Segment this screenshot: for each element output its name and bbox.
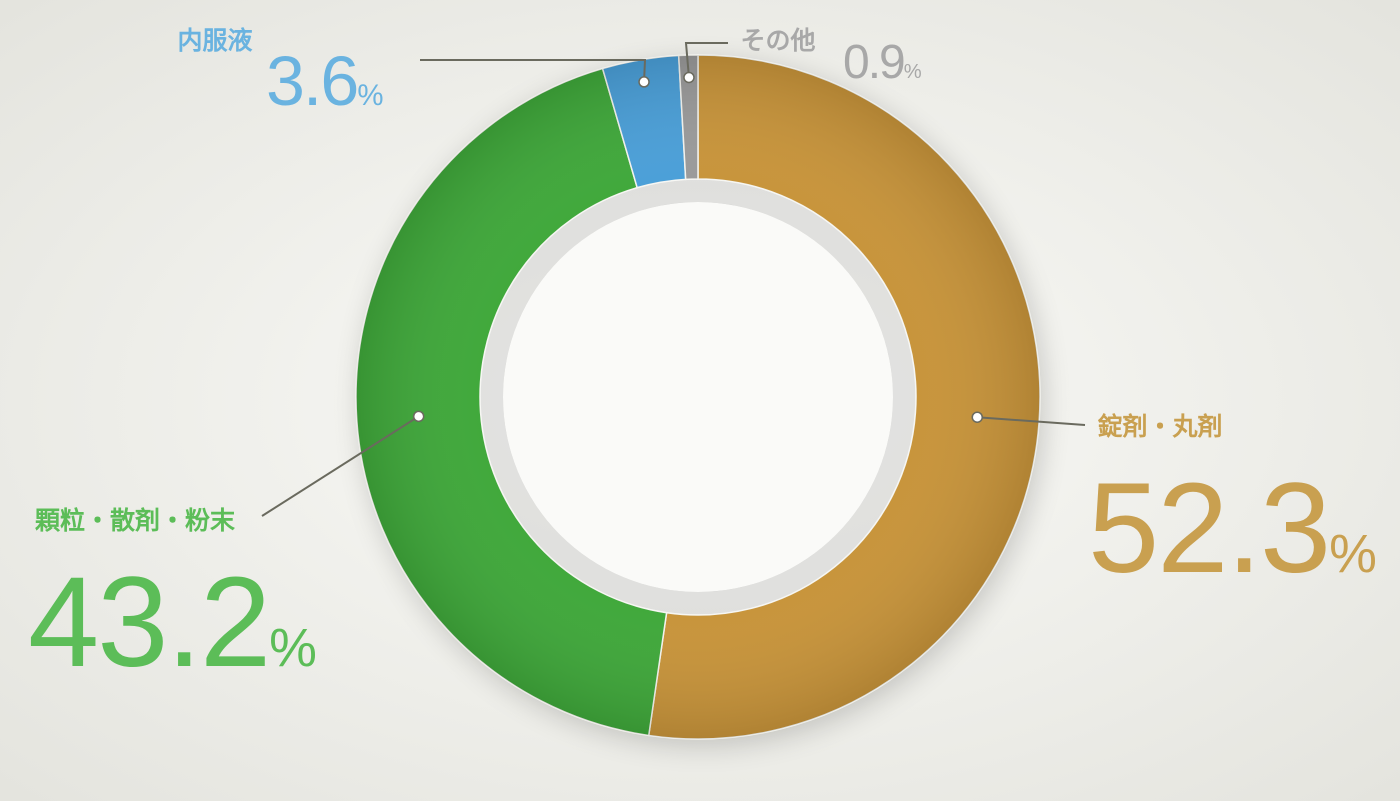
leader-dot: [683, 71, 695, 84]
leader-dot: [638, 76, 650, 88]
leader-line: [261, 415, 420, 517]
value-label: 0.9%: [843, 36, 922, 89]
donut-hole: [503, 202, 893, 592]
category-label: 錠剤・丸剤: [1097, 412, 1222, 441]
category-label: 内服液: [177, 26, 252, 55]
leader-line: [420, 59, 647, 82]
labels: 錠剤・丸剤 52.3% 顆粒・散剤・粉末 43.2% 内服液 3.6% その他 0.9%: [28, 26, 1377, 694]
category-label: その他: [740, 26, 815, 55]
leader-line: [977, 416, 1086, 426]
leader-dot: [971, 411, 984, 423]
category-label: 顆粒・散剤・粉末: [35, 506, 235, 535]
value-label: 43.2%: [28, 551, 315, 694]
leader-dot: [412, 410, 425, 423]
inner-ring: [480, 179, 916, 615]
value-label: 52.3%: [1088, 457, 1375, 600]
value-label: 3.6%: [266, 42, 383, 120]
leader-line: [684, 42, 728, 78]
